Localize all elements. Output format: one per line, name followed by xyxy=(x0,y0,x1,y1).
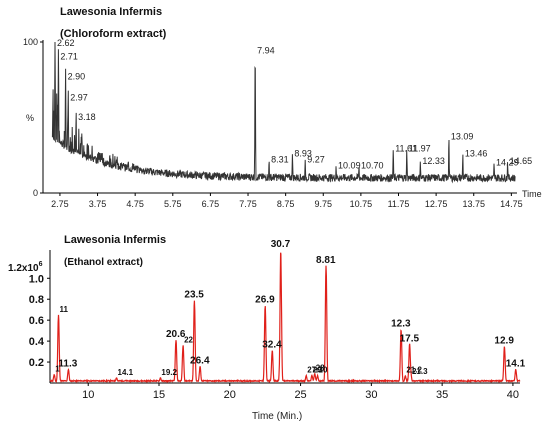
ethanol-peak-label: 27.1 xyxy=(307,366,323,375)
ethanol-peak-label: 26.4 xyxy=(190,355,210,366)
ethanol-x-ticks: 10 15 20 25 30 35 40 xyxy=(82,383,519,401)
ethanol-y-tick-label: 0.6 xyxy=(29,315,44,327)
ethanol-peak-label: 1 xyxy=(55,365,60,374)
chloroform-trace xyxy=(51,41,516,184)
chloroform-x-tick-label: 2.75 xyxy=(51,199,69,209)
ethanol-chart: Lawesonia Infermis (Ethanol extract) 1.2… xyxy=(8,234,526,422)
ethanol-y-tick-label: 0.8 xyxy=(29,294,44,306)
chloroform-x-tick-label: 14.75 xyxy=(500,199,523,209)
ethanol-peak-label: 14.1 xyxy=(506,358,526,369)
ethanol-peak-label: 26.9 xyxy=(255,295,275,306)
ethanol-peak-label: 30 xyxy=(319,366,328,375)
chloroform-x-tick-label: 12.75 xyxy=(425,199,448,209)
chloroform-x-tick-label: 13.75 xyxy=(462,199,485,209)
chloroform-peak-label: 9.27 xyxy=(307,154,325,164)
chloroform-title: Lawesonia Infermis xyxy=(60,6,162,18)
chloroform-x-tick-label: 3.75 xyxy=(89,199,107,209)
ethanol-x-tick-label: 35 xyxy=(436,389,448,401)
chloroform-x-tick-label: 9.75 xyxy=(314,199,332,209)
ethanol-title: Lawesonia Infermis xyxy=(64,234,166,246)
ethanol-peak-label: 11.3 xyxy=(58,358,77,369)
chloroform-chart: Lawesonia Infermis (Chloroform extract) … xyxy=(23,6,542,209)
chloroform-x-ticks: 2.75 3.75 4.75 5.75 6.75 7.75 8.75 9.75 10.75 11.… xyxy=(51,193,523,209)
chloroform-y-ticks: 100 0 xyxy=(23,37,43,198)
chloroform-ylabel: % xyxy=(26,113,34,123)
ethanol-subtitle: (Ethanol extract) xyxy=(64,257,143,268)
ethanol-peak-label: 29 xyxy=(313,366,322,375)
chloroform-peak-label: 10.70 xyxy=(361,160,384,170)
ethanol-peak-label: 11 xyxy=(59,305,68,314)
chloroform-peak-label: 7.94 xyxy=(257,46,275,56)
ethanol-y-tick-label: 0.4 xyxy=(29,336,45,348)
chloroform-x-tick-label: 7.75 xyxy=(239,199,257,209)
ethanol-peak-label: 12.3 xyxy=(391,319,411,330)
ethanol-xlabel: Time (Min.) xyxy=(252,411,302,422)
chloroform-peak-label: 3.18 xyxy=(78,112,96,122)
ethanol-peak-label: 22 xyxy=(184,335,193,344)
chloroform-peak-label: 14.65 xyxy=(510,156,533,166)
ethanol-y-scale: 1.2x106 xyxy=(8,261,43,274)
ethanol-x-tick-label: 30 xyxy=(365,389,377,401)
chloroform-peak-label: 13.46 xyxy=(465,148,488,158)
chloroform-y-tick-label: 0 xyxy=(33,188,38,198)
chloroform-peak-label: 11.97 xyxy=(409,144,431,154)
ethanol-y-scale-exp: 6 xyxy=(39,261,43,268)
ethanol-x-tick-label: 10 xyxy=(82,389,94,401)
ethanol-x-tick-label: 25 xyxy=(294,389,306,401)
ethanol-y-tick-label: 1.0 xyxy=(29,273,44,285)
chloroform-x-tick-label: 8.75 xyxy=(277,199,295,209)
ethanol-x-tick-label: 15 xyxy=(153,389,165,401)
chloroform-peak-label: 14.29 xyxy=(496,157,519,167)
chloroform-subtitle: (Chloroform extract) xyxy=(60,28,167,40)
chloroform-peak-label: 13.09 xyxy=(451,132,474,142)
chloroform-peak-label: 8.31 xyxy=(271,154,289,164)
ethanol-peak-label: 12.9 xyxy=(494,335,514,346)
chloroform-y-tick-label: 100 xyxy=(23,37,38,47)
ethanol-peak-label: 23.5 xyxy=(184,289,204,300)
chloroform-axes xyxy=(42,40,517,194)
chloroform-peak-label: 2.62 xyxy=(57,38,75,48)
chloroform-peak-label: 2.90 xyxy=(68,71,86,81)
ethanol-y-scale-base: 1.2x10 xyxy=(8,263,39,274)
chloroform-xlabel: Time xyxy=(522,189,542,199)
chloroform-x-tick-label: 5.75 xyxy=(164,199,182,209)
ethanol-peak-label: 14.1 xyxy=(118,368,134,377)
ethanol-peak-label: 21.3 xyxy=(412,367,428,376)
chloroform-peak-label: 2.97 xyxy=(70,92,88,102)
ethanol-axes xyxy=(49,250,520,384)
chloroform-x-tick-label: 4.75 xyxy=(126,199,144,209)
chloroform-peak-label: 10.09 xyxy=(338,160,361,170)
ethanol-peak-label: 19.2 xyxy=(161,368,177,377)
ethanol-peak-label: 21.2 xyxy=(406,366,422,375)
ethanol-x-tick-label: 40 xyxy=(507,389,519,401)
chloroform-x-tick-label: 11.75 xyxy=(388,199,410,209)
chloroform-peak-label: 11.61 xyxy=(395,144,417,154)
chloroform-peak-label: 8.93 xyxy=(294,148,312,158)
chloroform-peak-label: 12.33 xyxy=(422,156,445,166)
ethanol-y-tick-label: 0.2 xyxy=(29,357,44,369)
ethanol-peak-label: 20.6 xyxy=(166,329,186,340)
ethanol-x-tick-label: 20 xyxy=(224,389,236,401)
ethanol-peak-label: 28 xyxy=(316,364,325,373)
chloroform-peak-label: 2.71 xyxy=(60,52,78,62)
ethanol-peak-label: 32.4 xyxy=(262,340,282,351)
ethanol-peak-label: 30.7 xyxy=(271,239,291,250)
ethanol-y-ticks: 0.2 0.4 0.6 0.8 1.0 xyxy=(29,273,50,369)
chloroform-peak-labels: 2.62 2.71 2.90 2.97 3.18 7.94 8.31 8.939.27 10.0… xyxy=(57,38,532,170)
chloroform-x-tick-label: 10.75 xyxy=(350,199,373,209)
chloroform-x-tick-label: 6.75 xyxy=(202,199,220,209)
ethanol-peak-label: 17.5 xyxy=(400,333,420,344)
ethanol-trace xyxy=(49,252,521,384)
ethanol-peak-label: 8.81 xyxy=(316,255,336,266)
